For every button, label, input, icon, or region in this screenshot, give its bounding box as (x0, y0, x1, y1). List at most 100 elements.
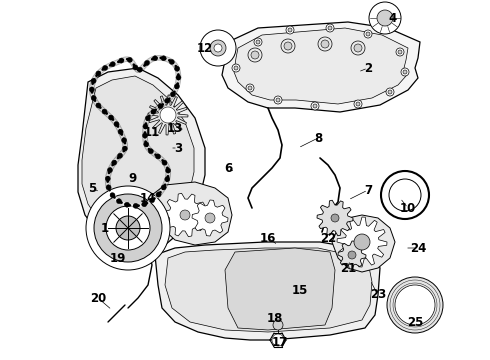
Polygon shape (163, 193, 207, 237)
Circle shape (94, 194, 162, 262)
Polygon shape (317, 200, 353, 236)
Circle shape (133, 65, 138, 70)
Circle shape (155, 154, 161, 159)
Circle shape (158, 104, 163, 109)
Circle shape (160, 107, 176, 123)
Circle shape (165, 177, 170, 182)
Circle shape (366, 32, 370, 36)
Text: 23: 23 (370, 288, 386, 302)
Text: 9: 9 (128, 171, 136, 184)
Circle shape (174, 84, 179, 89)
Circle shape (395, 285, 435, 325)
Circle shape (171, 92, 175, 97)
Circle shape (133, 203, 138, 208)
Circle shape (348, 251, 356, 259)
Circle shape (116, 216, 140, 240)
Circle shape (96, 71, 101, 76)
Polygon shape (337, 217, 387, 267)
Text: 2: 2 (364, 62, 372, 75)
Circle shape (112, 160, 117, 165)
Circle shape (106, 185, 111, 190)
Circle shape (210, 40, 226, 56)
Circle shape (364, 30, 372, 38)
Circle shape (354, 234, 370, 250)
Text: 12: 12 (197, 41, 213, 54)
Circle shape (144, 142, 149, 147)
Circle shape (165, 98, 170, 103)
Circle shape (110, 62, 115, 67)
Circle shape (284, 42, 292, 50)
Circle shape (102, 66, 108, 71)
Circle shape (161, 185, 166, 190)
Circle shape (401, 68, 409, 76)
Circle shape (110, 193, 115, 198)
Polygon shape (155, 242, 380, 340)
Circle shape (272, 334, 284, 346)
Circle shape (354, 44, 362, 52)
Circle shape (89, 87, 95, 92)
Circle shape (124, 202, 129, 207)
Polygon shape (222, 22, 420, 112)
Circle shape (86, 186, 170, 270)
Circle shape (256, 40, 260, 44)
Circle shape (234, 66, 238, 70)
Text: 5: 5 (88, 181, 96, 194)
Circle shape (286, 26, 294, 34)
Circle shape (119, 58, 124, 63)
Circle shape (276, 98, 280, 102)
Circle shape (369, 2, 401, 34)
Text: 11: 11 (144, 126, 160, 139)
Text: 17: 17 (272, 336, 288, 348)
Circle shape (274, 96, 282, 104)
Circle shape (162, 160, 167, 165)
Circle shape (161, 56, 166, 61)
Circle shape (143, 124, 148, 129)
Circle shape (117, 199, 122, 204)
Circle shape (386, 88, 394, 96)
Circle shape (200, 30, 236, 66)
Text: 15: 15 (292, 284, 308, 297)
Polygon shape (165, 248, 372, 332)
Circle shape (273, 320, 283, 330)
Polygon shape (332, 215, 395, 272)
Text: 10: 10 (400, 202, 416, 215)
Circle shape (156, 192, 161, 197)
Circle shape (127, 57, 132, 62)
Circle shape (288, 28, 292, 32)
Circle shape (311, 102, 319, 110)
Circle shape (205, 213, 215, 223)
Circle shape (118, 129, 123, 134)
Text: 22: 22 (320, 231, 336, 244)
Circle shape (91, 95, 96, 100)
Circle shape (377, 10, 393, 26)
Circle shape (91, 78, 96, 84)
Polygon shape (234, 28, 408, 104)
Circle shape (246, 84, 254, 92)
Text: 14: 14 (140, 192, 156, 204)
Text: 18: 18 (267, 311, 283, 324)
Circle shape (114, 122, 119, 127)
Circle shape (122, 146, 127, 151)
Circle shape (387, 277, 443, 333)
Circle shape (180, 210, 190, 220)
Circle shape (248, 86, 252, 90)
Polygon shape (225, 248, 335, 330)
Circle shape (105, 176, 110, 181)
Text: 4: 4 (389, 12, 397, 24)
Circle shape (176, 75, 181, 80)
Circle shape (232, 64, 240, 72)
Polygon shape (148, 95, 188, 135)
Polygon shape (192, 200, 228, 236)
Text: 19: 19 (110, 252, 126, 265)
Circle shape (388, 90, 392, 94)
Circle shape (149, 198, 154, 203)
Circle shape (143, 133, 147, 138)
Circle shape (174, 66, 179, 71)
Circle shape (122, 138, 126, 143)
Circle shape (170, 59, 174, 64)
Circle shape (142, 202, 147, 207)
Text: 6: 6 (224, 162, 232, 175)
Text: 20: 20 (90, 292, 106, 305)
Circle shape (214, 44, 222, 52)
Circle shape (356, 102, 360, 106)
